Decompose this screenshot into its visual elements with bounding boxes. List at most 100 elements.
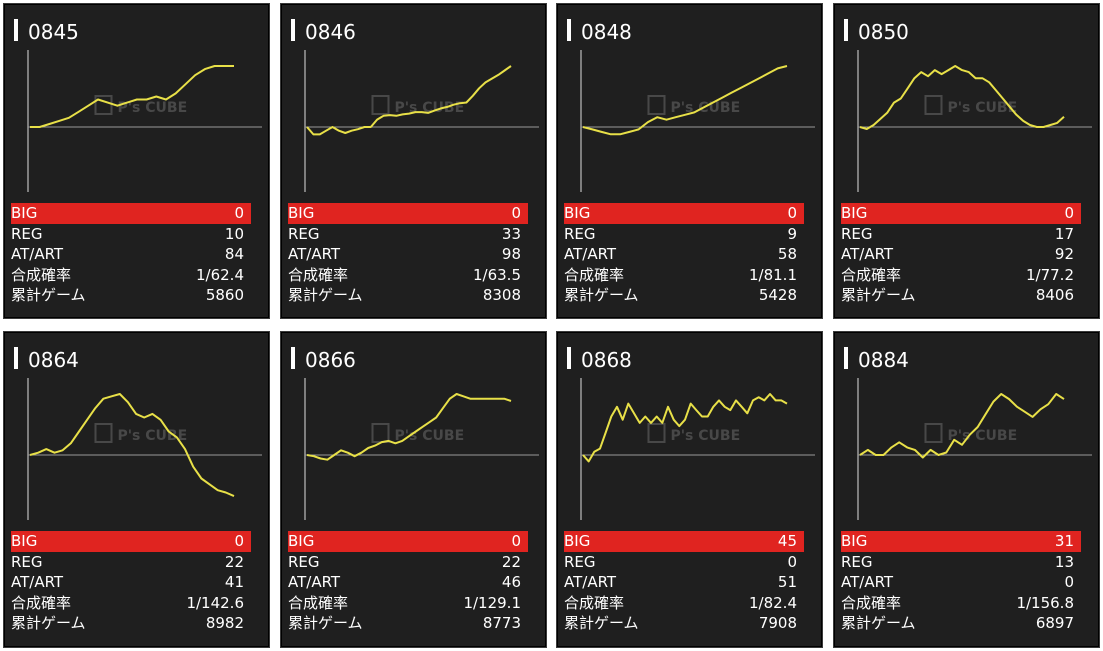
games-row: 累計ゲーム 8406 (841, 285, 1081, 306)
reg-label: REG (841, 552, 873, 571)
payout-line (859, 393, 1065, 459)
prob-row: 合成確率 1/129.1 (288, 593, 528, 614)
reg-row: REG 22 (288, 552, 528, 573)
prob-value: 1/62.4 (196, 265, 244, 284)
games-label: 累計ゲーム (564, 614, 639, 632)
at-label: AT/ART (564, 245, 617, 263)
at-row: AT/ART 41 (11, 572, 251, 593)
at-value: 98 (501, 245, 521, 263)
payout-graph: P's CUBE (304, 378, 539, 520)
prob-row: 合成確率 1/77.2 (841, 265, 1081, 286)
machine-number: 0866 (305, 348, 356, 372)
games-row: 累計ゲーム 8773 (288, 613, 528, 634)
big-label: BIG (288, 532, 315, 550)
games-row: 累計ゲーム 7908 (564, 613, 804, 634)
machine-number: 0868 (581, 348, 632, 372)
machine-number: 0846 (305, 20, 356, 44)
at-label: AT/ART (11, 245, 64, 263)
stats-table: BIG 0 REG 22 AT/ART 41 合成確率 1/142.6 累計ゲー… (11, 531, 251, 634)
games-value: 8982 (205, 614, 244, 632)
at-label: AT/ART (841, 245, 894, 263)
games-label: 累計ゲーム (841, 286, 916, 304)
watermark-cube-icon (924, 95, 943, 115)
reg-value: 10 (224, 224, 244, 243)
big-row: BIG 45 (564, 531, 804, 552)
prob-label: 合成確率 (564, 593, 625, 612)
reg-row: REG 0 (564, 552, 804, 573)
at-row: AT/ART 58 (564, 244, 804, 265)
games-value: 5428 (758, 286, 797, 304)
games-value: 8773 (482, 614, 521, 632)
watermark-logo: P's CUBE (671, 428, 741, 444)
machine-number: 0884 (858, 348, 909, 372)
at-value: 58 (777, 245, 797, 263)
prob-label: 合成確率 (11, 265, 72, 284)
big-label: BIG (11, 532, 38, 550)
prob-label: 合成確率 (841, 265, 902, 284)
prob-value: 1/82.4 (749, 593, 797, 612)
reg-label: REG (11, 224, 43, 243)
at-value: 51 (777, 573, 797, 591)
at-value: 41 (224, 573, 244, 591)
prob-label: 合成確率 (288, 593, 349, 612)
big-row: BIG 0 (841, 203, 1081, 224)
reg-value: 13 (1054, 552, 1074, 571)
payout-graph: P's CUBE (580, 378, 815, 520)
title-accent-bar (291, 347, 295, 369)
machine-card-0866[interactable]: 0866 P's CUBE BIG 0 REG 22 AT/ART 46 合成確… (280, 331, 547, 648)
big-value: 0 (234, 532, 244, 550)
stats-table: BIG 0 REG 17 AT/ART 92 合成確率 1/77.2 累計ゲーム… (841, 203, 1081, 306)
reg-value: 22 (224, 552, 244, 571)
games-label: 累計ゲーム (564, 286, 639, 304)
at-value: 0 (1064, 573, 1074, 591)
big-label: BIG (288, 204, 315, 222)
reg-label: REG (288, 224, 320, 243)
at-value: 84 (224, 245, 244, 263)
watermark-logo: P's CUBE (395, 428, 465, 444)
big-row: BIG 0 (11, 531, 251, 552)
big-value: 45 (777, 532, 797, 550)
reg-label: REG (11, 552, 43, 571)
payout-line (306, 393, 512, 461)
payout-graph: P's CUBE (857, 50, 1092, 192)
prob-value: 1/81.1 (749, 265, 797, 284)
machine-card-0884[interactable]: 0884 P's CUBE BIG 31 REG 13 AT/ART 0 合成確… (833, 331, 1100, 648)
at-label: AT/ART (288, 573, 341, 591)
reg-label: REG (288, 552, 320, 571)
at-row: AT/ART 51 (564, 572, 804, 593)
games-row: 累計ゲーム 8308 (288, 285, 528, 306)
prob-label: 合成確率 (841, 593, 902, 612)
title-accent-bar (567, 19, 571, 41)
games-row: 累計ゲーム 5860 (11, 285, 251, 306)
games-row: 累計ゲーム 6897 (841, 613, 1081, 634)
machine-card-0848[interactable]: 0848 P's CUBE BIG 0 REG 9 AT/ART 58 合成確率… (556, 3, 823, 319)
payout-line (306, 65, 512, 136)
games-value: 8406 (1035, 286, 1074, 304)
games-label: 累計ゲーム (288, 614, 363, 632)
at-label: AT/ART (841, 573, 894, 591)
watermark-logo: P's CUBE (118, 100, 188, 116)
big-row: BIG 0 (288, 203, 528, 224)
prob-row: 合成確率 1/81.1 (564, 265, 804, 286)
stats-table: BIG 0 REG 33 AT/ART 98 合成確率 1/63.5 累計ゲーム… (288, 203, 528, 306)
machine-card-0850[interactable]: 0850 P's CUBE BIG 0 REG 17 AT/ART 92 合成確… (833, 3, 1100, 319)
reg-label: REG (564, 224, 596, 243)
big-row: BIG 0 (11, 203, 251, 224)
watermark-cube-icon (371, 95, 390, 115)
big-row: BIG 0 (564, 203, 804, 224)
at-row: AT/ART 46 (288, 572, 528, 593)
watermark-cube-icon (924, 423, 943, 443)
games-value: 5860 (205, 286, 244, 304)
machine-card-0864[interactable]: 0864 P's CUBE BIG 0 REG 22 AT/ART 41 合成確… (3, 331, 270, 648)
machine-card-0868[interactable]: 0868 P's CUBE BIG 45 REG 0 AT/ART 51 合成確… (556, 331, 823, 648)
watermark-cube-icon (647, 95, 666, 115)
reg-label: REG (841, 224, 873, 243)
watermark-cube-icon (371, 423, 390, 443)
machine-card-0845[interactable]: 0845 P's CUBE BIG 0 REG 10 AT/ART 84 合成確… (3, 3, 270, 319)
prob-row: 合成確率 1/82.4 (564, 593, 804, 614)
payout-line (582, 65, 788, 136)
prob-value: 1/156.8 (1016, 593, 1074, 612)
prob-label: 合成確率 (11, 593, 72, 612)
prob-value: 1/142.6 (186, 593, 244, 612)
machine-card-0846[interactable]: 0846 P's CUBE BIG 0 REG 33 AT/ART 98 合成確… (280, 3, 547, 319)
